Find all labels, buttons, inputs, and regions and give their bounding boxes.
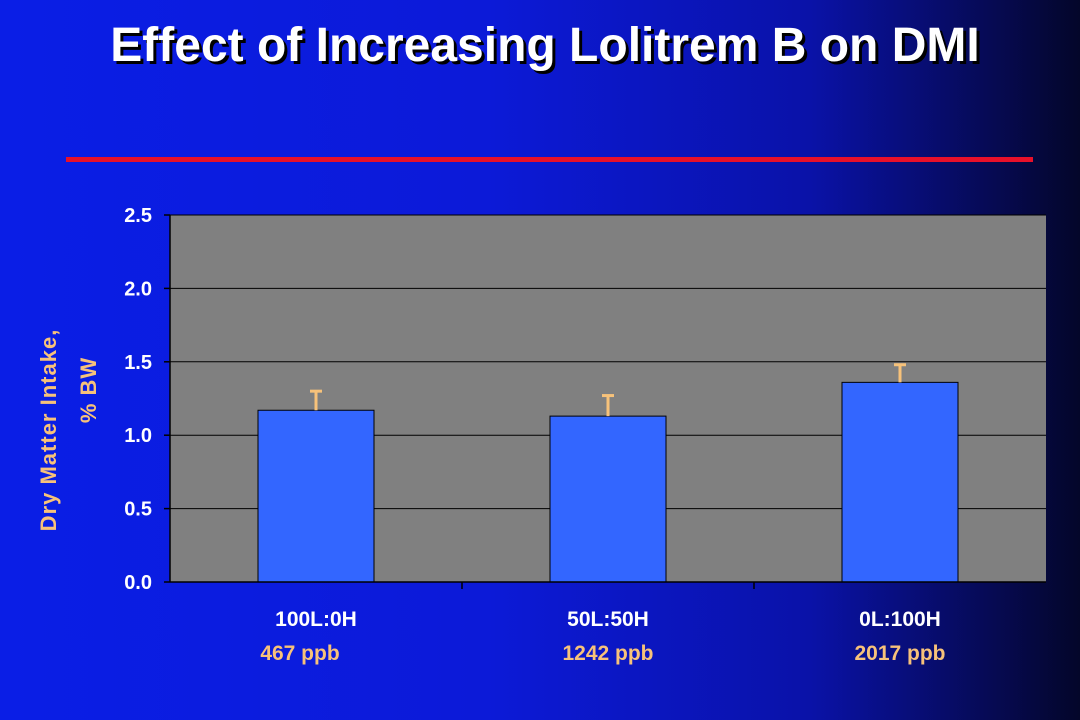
x-category-label: 0L:100H xyxy=(859,608,941,631)
x-category-label: 100L:0H xyxy=(275,608,357,631)
y-tick-label: 1.0 xyxy=(124,425,152,447)
y-tick-label: 0.5 xyxy=(124,499,152,521)
y-axis-title-line2: % BW xyxy=(76,357,101,423)
x-category-labels: 100L:0H 467 ppb 50L:50H 1242 ppb 0L:100H 2017… xyxy=(260,608,945,665)
y-tick-label: 2.5 xyxy=(124,205,152,227)
y-tick-label: 2.0 xyxy=(124,278,152,300)
slide-title: Effect of Increasing Lolitrem B on DMI xyxy=(110,19,980,72)
y-tick-label: 0.0 xyxy=(124,572,152,594)
concentration-label: 2017 ppb xyxy=(854,642,945,665)
y-tick-labels: 0.0 0.5 1.0 1.5 2.0 2.5 xyxy=(124,205,152,594)
bars xyxy=(257,381,959,583)
concentration-label: 467 ppb xyxy=(260,642,339,665)
y-tick-label: 1.5 xyxy=(124,352,152,374)
concentration-label: 1242 ppb xyxy=(562,642,653,665)
title-underline xyxy=(66,157,1033,162)
y-axis-title-line1: Dry Matter Intake, xyxy=(36,329,61,532)
bar xyxy=(257,409,375,583)
bar xyxy=(841,381,959,583)
error-bars xyxy=(310,363,906,417)
y-axis-title: Dry Matter Intake, % BW xyxy=(36,329,101,532)
bar xyxy=(549,415,667,583)
x-category-label: 50L:50H xyxy=(567,608,649,631)
axes xyxy=(169,215,1046,583)
